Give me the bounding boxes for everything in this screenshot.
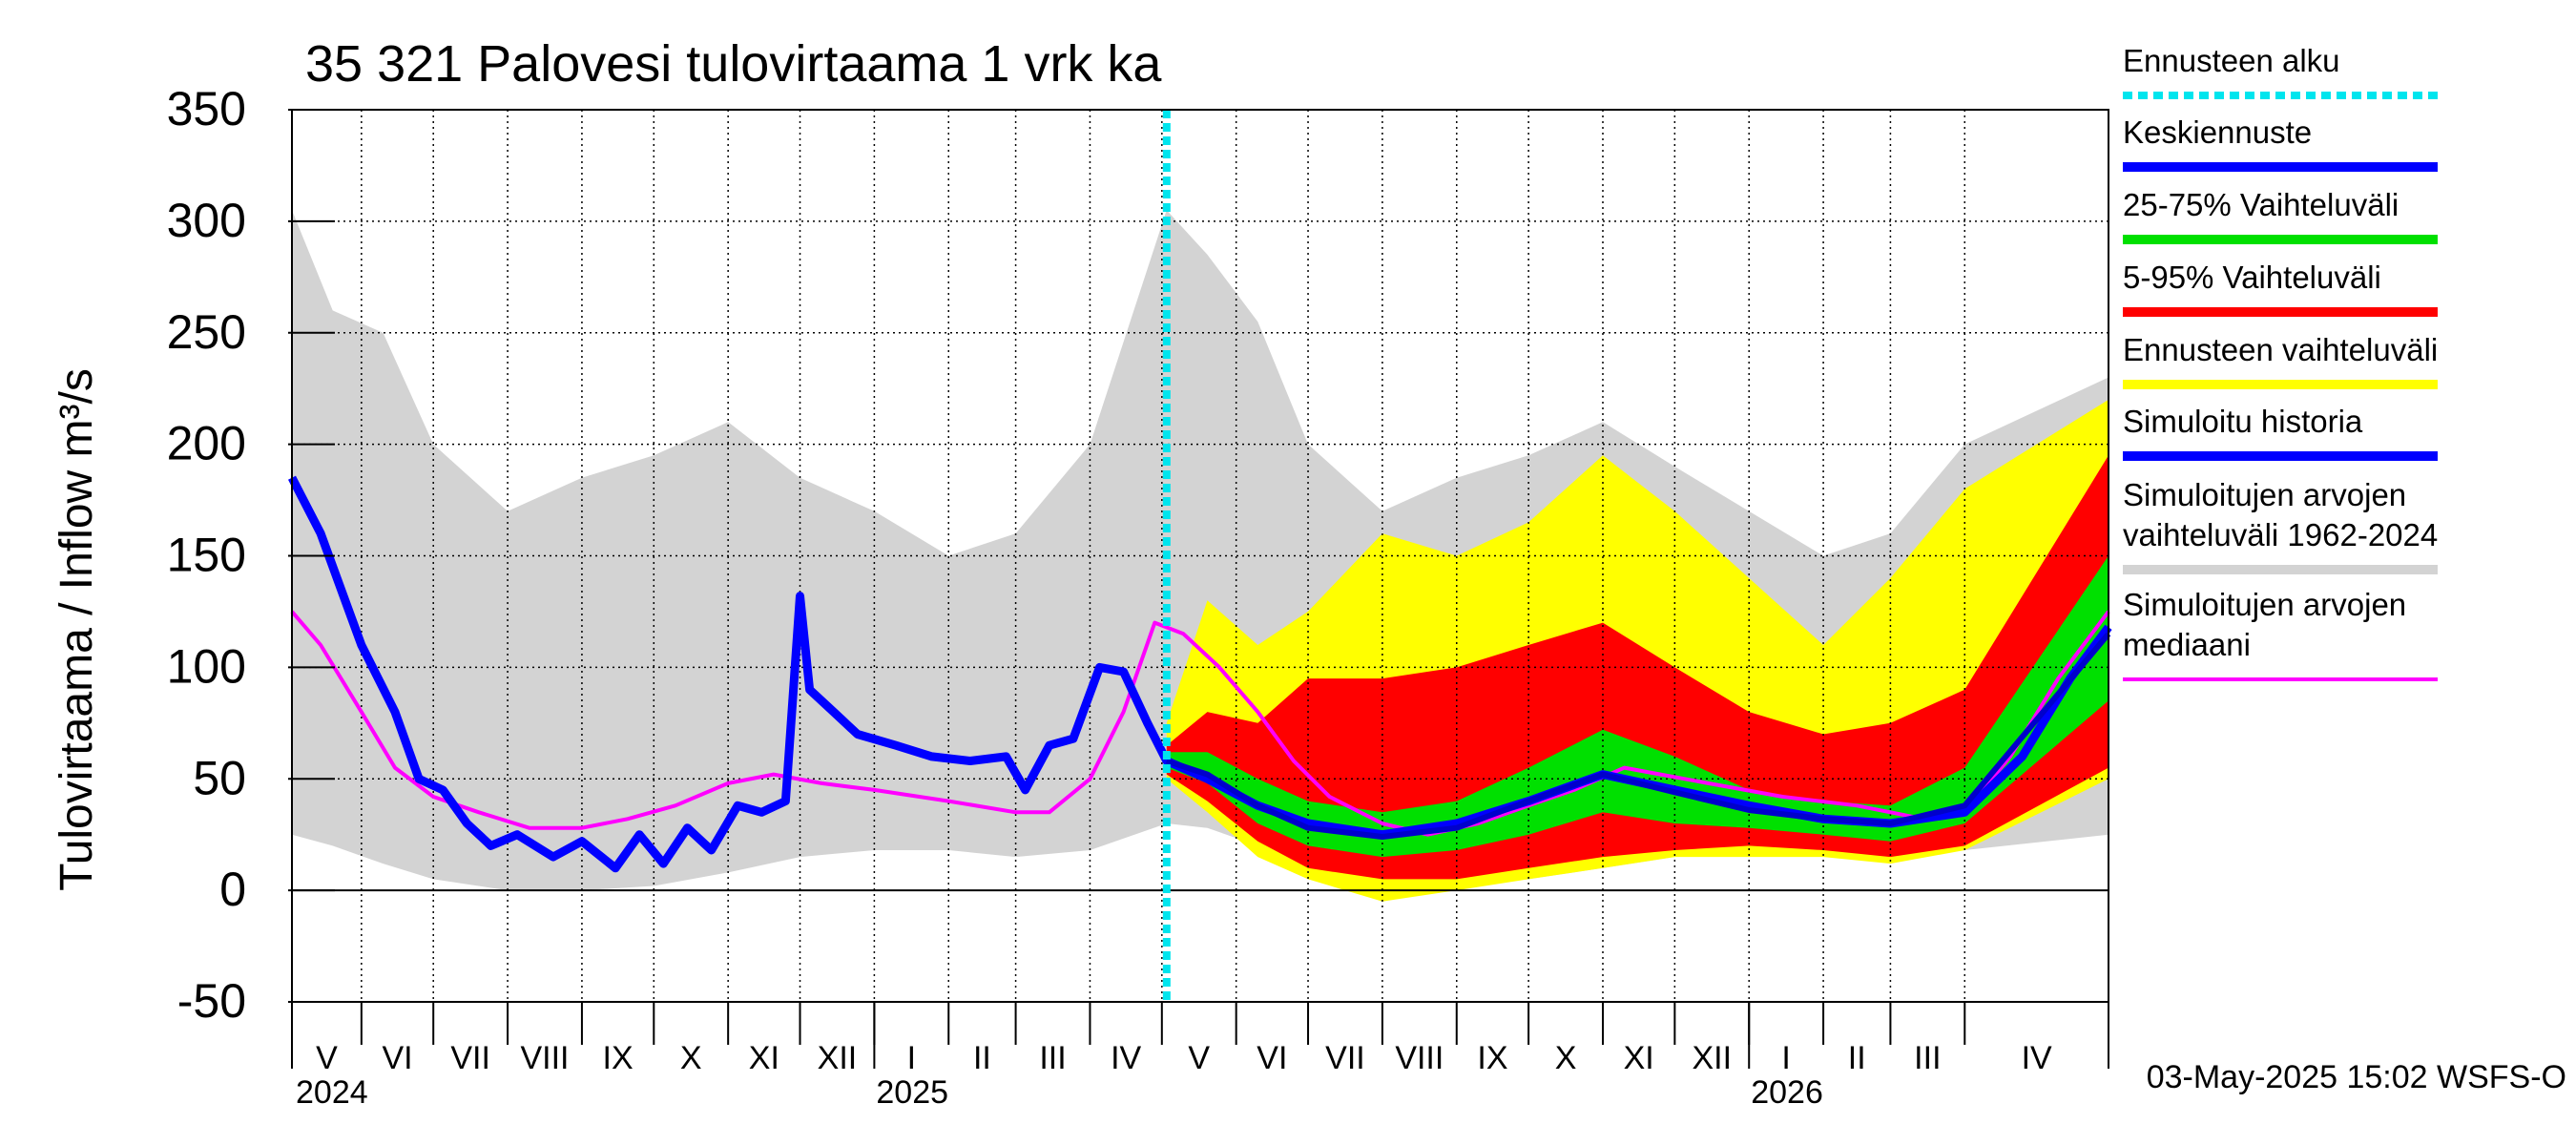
x-month-label: III [1039, 1040, 1066, 1076]
x-month-label: II [1848, 1040, 1866, 1076]
y-tick-label: 300 [167, 194, 246, 247]
legend-label: mediaani [2123, 627, 2251, 662]
legend-label: Ennusteen vaihteluväli [2123, 332, 2438, 367]
y-tick-label: 350 [167, 82, 246, 135]
x-month-label: III [1914, 1040, 1941, 1076]
legend-label: Ennusteen alku [2123, 43, 2340, 78]
y-tick-label: 50 [193, 751, 246, 804]
legend-label: Simuloitu historia [2123, 404, 2363, 439]
y-tick-label: 100 [167, 639, 246, 693]
grid-layer [292, 109, 2109, 1003]
y-tick-label: 150 [167, 529, 246, 582]
legend-item: Keskiennuste [2123, 114, 2438, 172]
x-month-label: XI [749, 1040, 779, 1076]
x-year-label: 2025 [876, 1074, 948, 1111]
x-month-label: IV [2022, 1040, 2052, 1076]
x-month-label: IX [603, 1040, 634, 1076]
legend: Ennusteen alku Keskiennuste 25-75% Vaihtel… [2123, 43, 2438, 681]
chart-title: 35 321 Palovesi tulovirtaama 1 vrk ka [305, 35, 1162, 93]
x-month-label: VI [1257, 1040, 1287, 1076]
y-tick-label: -50 [177, 974, 246, 1028]
x-month-label: VII [1325, 1040, 1365, 1076]
legend-item: Simuloitujen arvojen vaihteluväli 1962-20… [2123, 477, 2438, 574]
x-month-label: XI [1624, 1040, 1654, 1076]
y-axis-label: Tulovirtaama / Inflow m³/s [52, 368, 102, 891]
x-month-label: V [316, 1040, 338, 1076]
timestamp-label: 03-May-2025 15:02 WSFS-O [2147, 1059, 2566, 1095]
x-month-label: VII [450, 1040, 490, 1076]
legend-item: Simuloitujen arvojen mediaani [2123, 587, 2438, 681]
legend-item: Simuloitu historia [2123, 404, 2438, 461]
legend-item: Ennusteen alku [2123, 43, 2438, 99]
x-year-label: 2024 [296, 1074, 368, 1111]
legend-label: 25-75% Vaihteluväli [2123, 187, 2399, 222]
x-month-label: VIII [520, 1040, 569, 1076]
x-month-label: XII [818, 1040, 858, 1076]
x-month-label: VI [382, 1040, 412, 1076]
x-month-label: I [907, 1040, 916, 1076]
x-month-label: X [680, 1040, 702, 1076]
y-tick-label: 0 [219, 863, 246, 916]
line-layer [288, 475, 2112, 873]
legend-item: 25-75% Vaihteluväli [2123, 187, 2438, 244]
legend-item: 5-95% Vaihteluväli [2123, 260, 2438, 317]
x-month-label: IX [1477, 1040, 1507, 1076]
y-tick-label: 250 [167, 305, 246, 359]
legend-label: Simuloitujen arvojen [2123, 587, 2406, 622]
legend-label: Keskiennuste [2123, 114, 2312, 150]
line-simuloitujen-arvojen-mediaani [290, 610, 2110, 837]
x-year-label: 2026 [1751, 1074, 1823, 1111]
x-month-label: IV [1111, 1040, 1141, 1076]
legend-label: Simuloitujen arvojen [2123, 477, 2406, 512]
band-25-75-vaihteluv-li [1166, 555, 2109, 858]
y-tick-label: 200 [167, 417, 246, 470]
x-month-label: X [1555, 1040, 1577, 1076]
x-month-label: I [1781, 1040, 1790, 1076]
line-keskiennuste [1165, 632, 2111, 840]
legend-item: Ennusteen vaihteluväli [2123, 332, 2438, 389]
legend-label: 5-95% Vaihteluväli [2123, 260, 2381, 295]
legend-label: vaihteluväli 1962-2024 [2123, 517, 2438, 552]
x-month-label: V [1188, 1040, 1210, 1076]
x-month-label: II [973, 1040, 991, 1076]
x-month-label: VIII [1395, 1040, 1444, 1076]
x-month-label: XII [1692, 1040, 1732, 1076]
